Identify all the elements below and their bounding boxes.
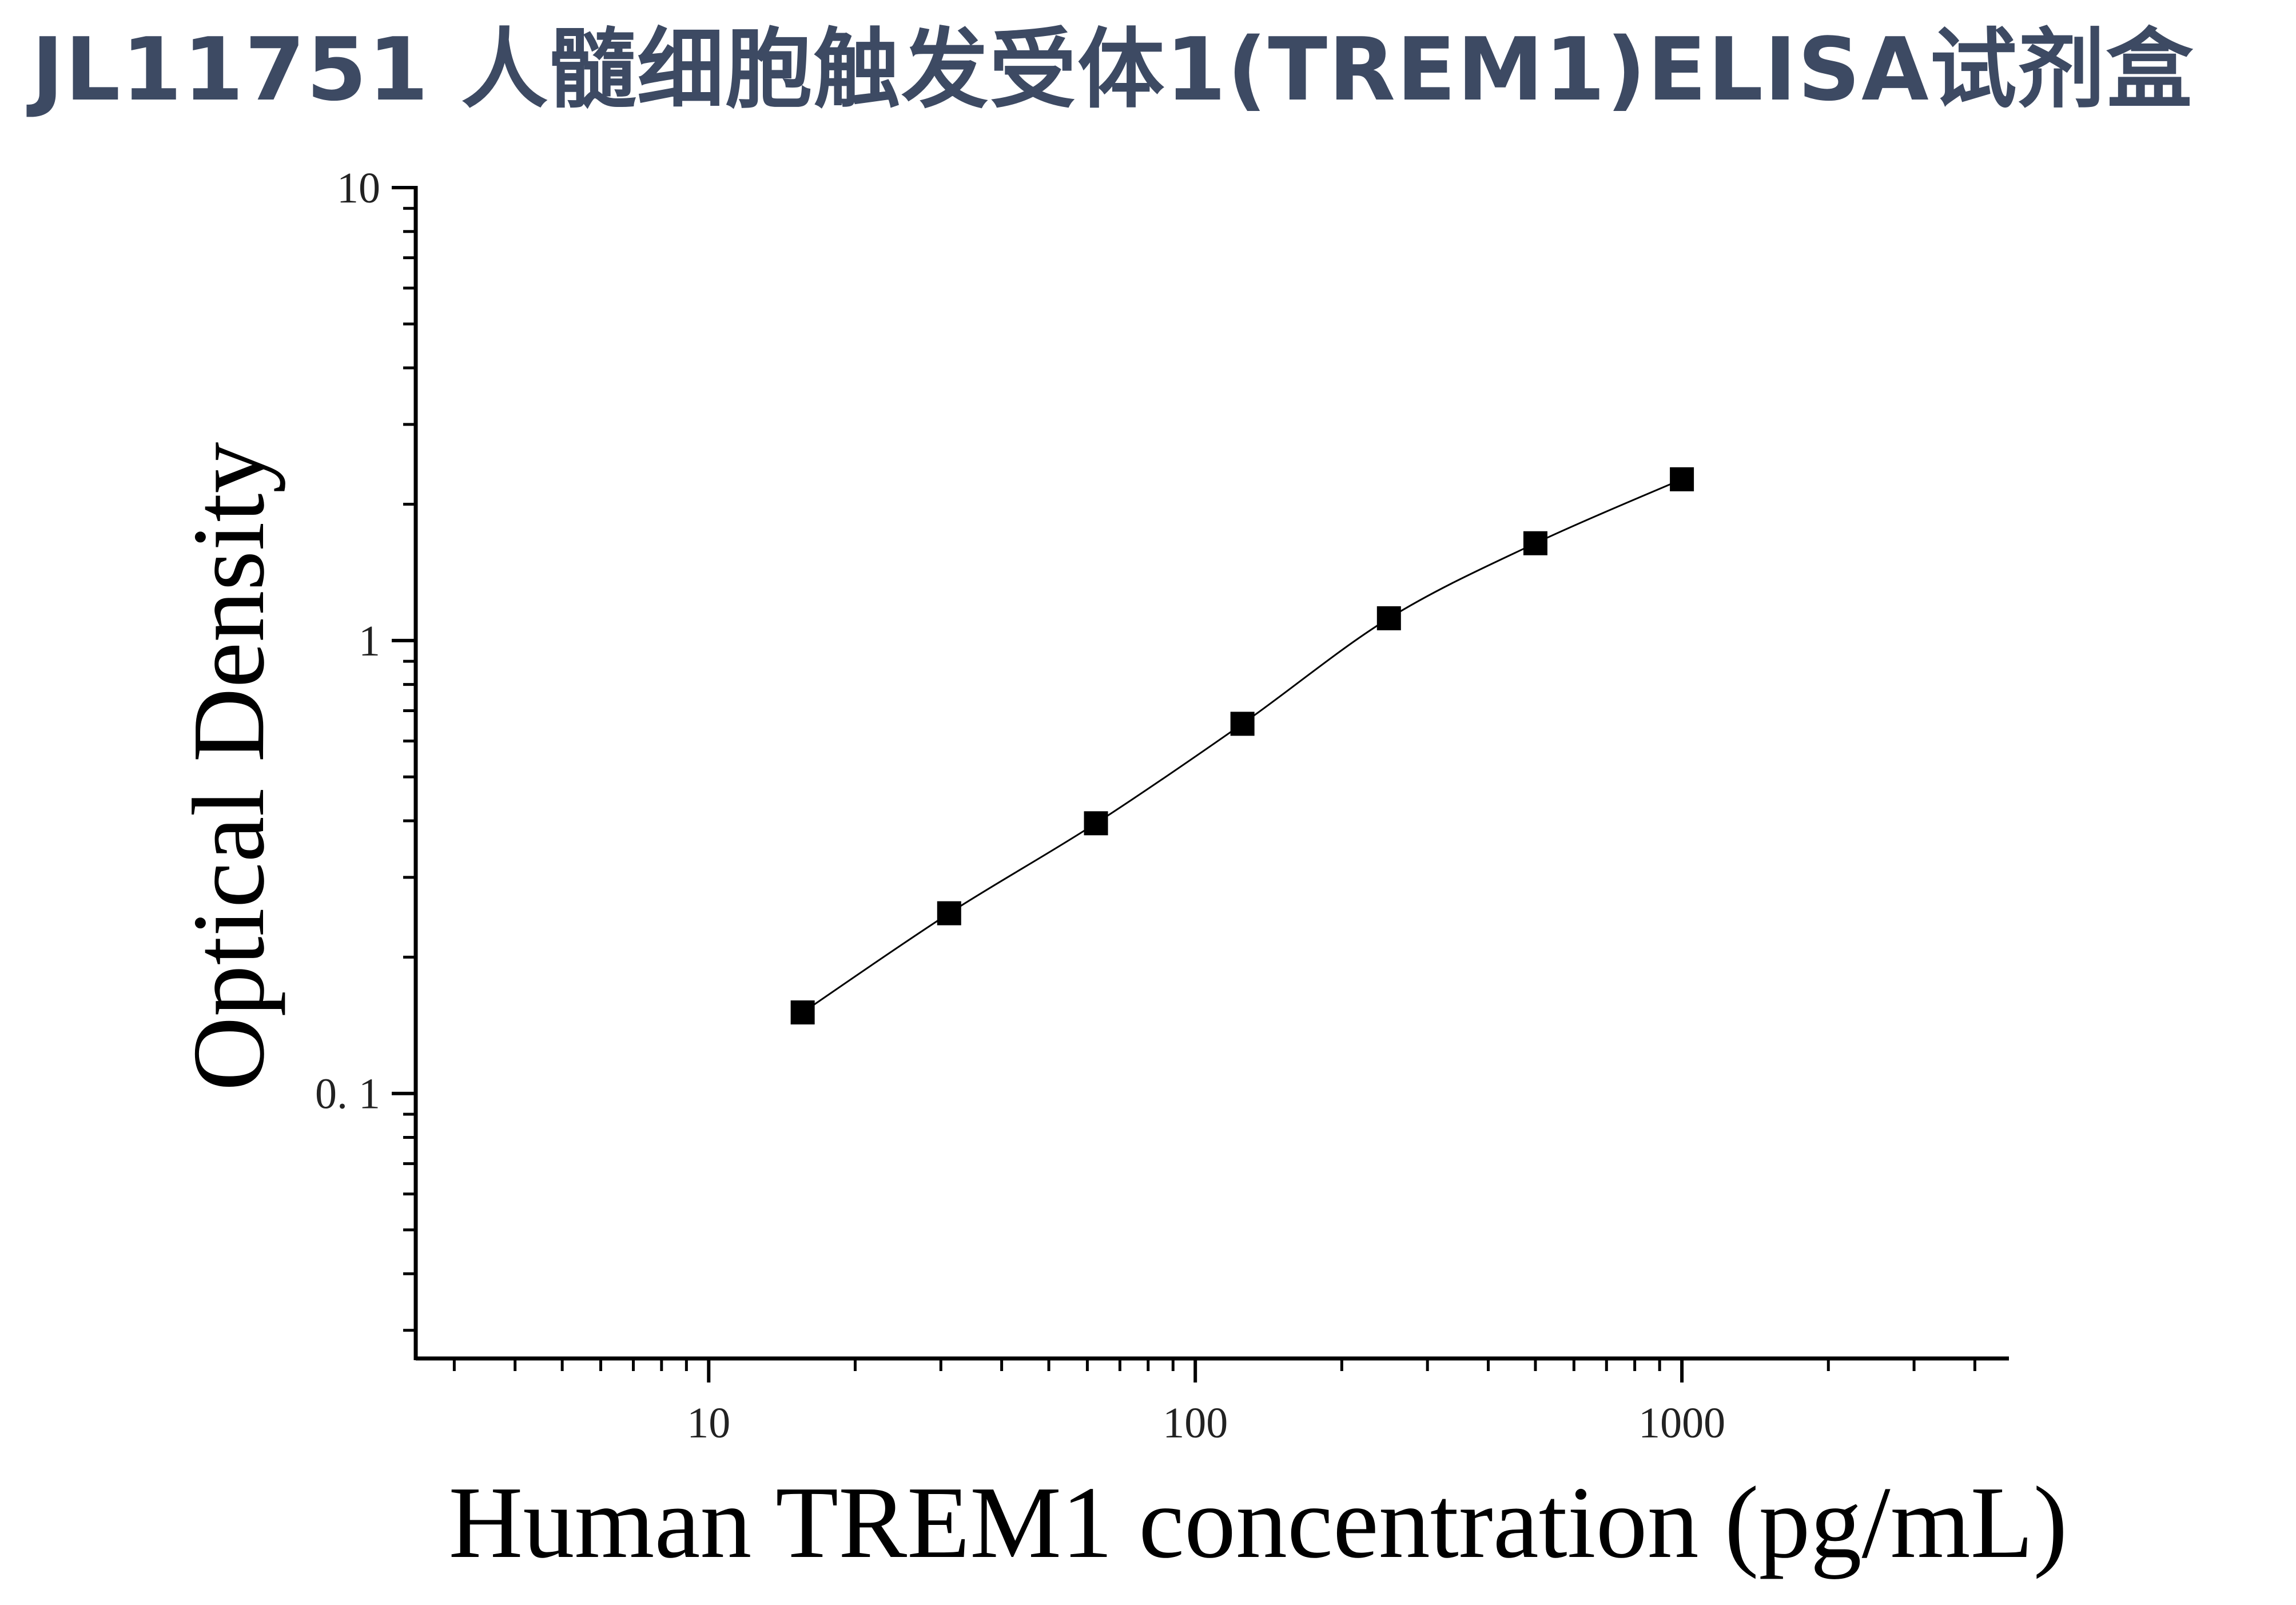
data-point <box>937 901 961 925</box>
data-point <box>1670 467 1694 491</box>
x-tick-label: 100 <box>1163 1399 1228 1447</box>
axes <box>413 186 2009 1361</box>
x-tick-label: 10 <box>687 1399 730 1447</box>
y-tick-label: 10 <box>337 164 380 212</box>
data-points <box>790 467 1694 1025</box>
data-point <box>1376 606 1401 630</box>
y-axis-title: Optical Density <box>172 442 285 1091</box>
y-tick-label: 1 <box>359 617 380 665</box>
major-ticks <box>392 186 1684 1382</box>
minor-ticks <box>403 206 1976 1371</box>
fit-curve <box>802 478 1682 1014</box>
tick-labels: 10 100 1000 0. 1 1 10 <box>315 164 1725 1447</box>
y-tick-label: 0. 1 <box>315 1070 380 1118</box>
fit-curve-layer <box>802 478 1682 1014</box>
x-tick-label: 1000 <box>1638 1399 1725 1447</box>
x-axis-title: Human TREM1 concentration (pg/mL) <box>448 1465 2067 1579</box>
data-point <box>1230 712 1255 736</box>
page-title: JL11751 人髓细胞触发受体1(TREM1)ELISA试剂盒 <box>31 19 2194 120</box>
data-point <box>1084 811 1108 836</box>
data-point <box>790 1000 815 1025</box>
data-point <box>1523 531 1547 555</box>
